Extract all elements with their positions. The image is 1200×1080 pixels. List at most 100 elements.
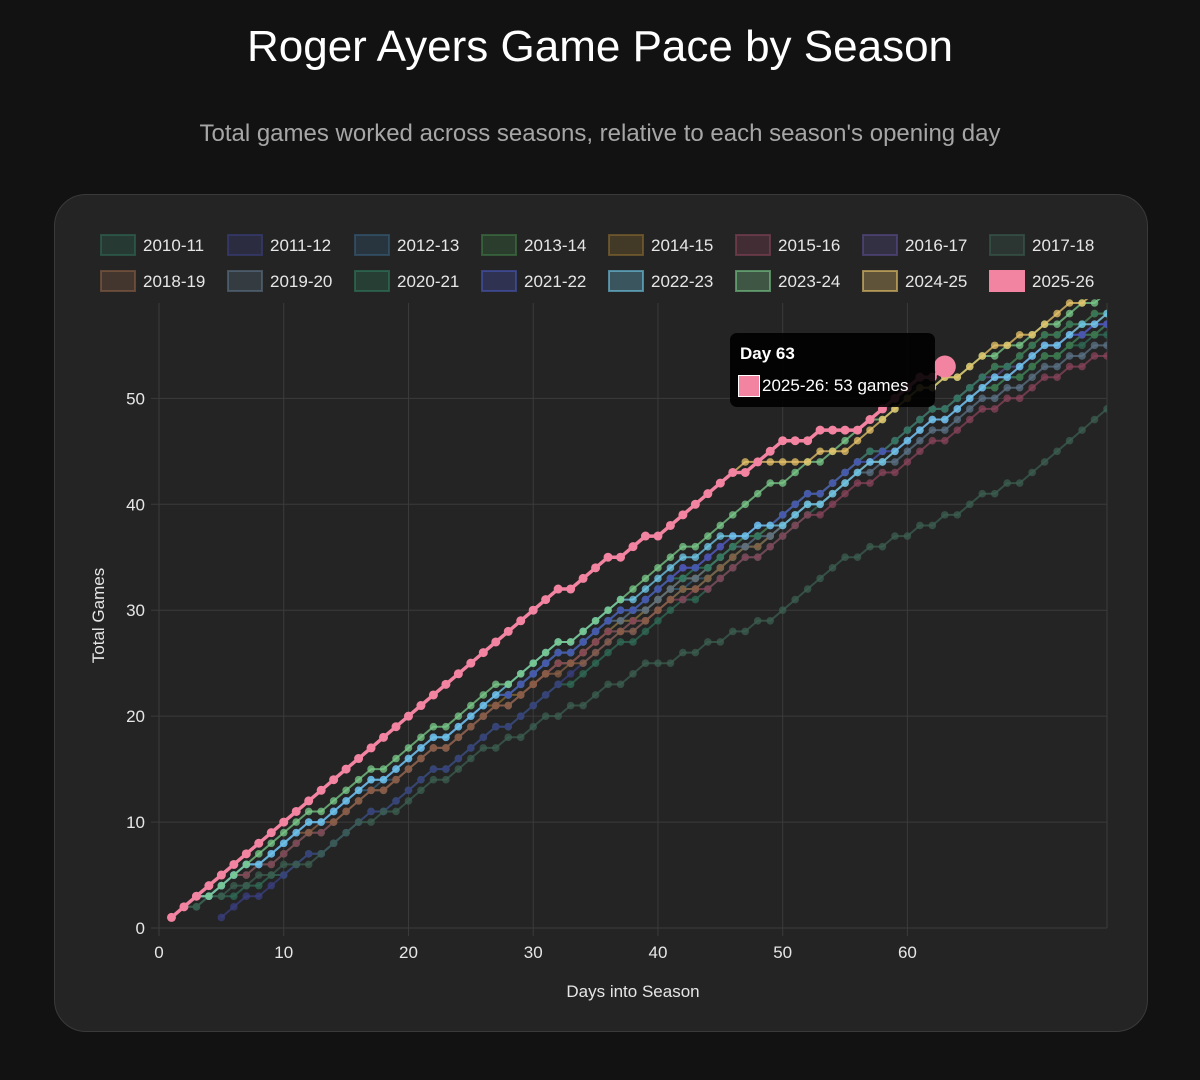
data-point[interactable] bbox=[766, 532, 775, 540]
data-point[interactable] bbox=[641, 659, 650, 667]
data-point[interactable] bbox=[467, 754, 475, 763]
data-point[interactable] bbox=[853, 553, 862, 562]
data-point[interactable] bbox=[840, 425, 850, 435]
data-point[interactable] bbox=[392, 765, 400, 773]
series-line[interactable] bbox=[170, 355, 1108, 919]
data-point[interactable] bbox=[778, 521, 787, 530]
data-point[interactable] bbox=[691, 595, 700, 604]
data-point[interactable] bbox=[1028, 383, 1036, 392]
data-point[interactable] bbox=[690, 499, 700, 509]
data-point[interactable] bbox=[715, 478, 725, 488]
data-point[interactable] bbox=[990, 489, 999, 498]
data-point[interactable] bbox=[317, 850, 325, 858]
data-point[interactable] bbox=[629, 627, 637, 636]
data-point[interactable] bbox=[778, 436, 788, 446]
highlighted-point[interactable] bbox=[933, 355, 956, 378]
data-point[interactable] bbox=[741, 553, 750, 562]
data-point[interactable] bbox=[254, 892, 263, 901]
data-point[interactable] bbox=[990, 362, 999, 371]
data-point[interactable] bbox=[654, 659, 662, 667]
data-point[interactable] bbox=[442, 765, 450, 773]
data-point[interactable] bbox=[354, 786, 363, 795]
data-point[interactable] bbox=[616, 606, 625, 615]
data-point[interactable] bbox=[230, 903, 238, 911]
data-point[interactable] bbox=[1028, 352, 1036, 360]
data-point[interactable] bbox=[1028, 468, 1036, 477]
data-point[interactable] bbox=[753, 532, 762, 540]
data-point[interactable] bbox=[641, 627, 650, 636]
data-point[interactable] bbox=[641, 606, 650, 615]
data-point[interactable] bbox=[654, 606, 662, 615]
data-point[interactable] bbox=[654, 574, 662, 583]
data-point[interactable] bbox=[666, 595, 675, 604]
data-point[interactable] bbox=[267, 871, 276, 879]
data-point[interactable] bbox=[292, 839, 301, 848]
data-point[interactable] bbox=[778, 479, 787, 487]
data-point[interactable] bbox=[928, 426, 937, 434]
data-point[interactable] bbox=[628, 542, 638, 552]
data-point[interactable] bbox=[604, 680, 612, 689]
data-point[interactable] bbox=[841, 553, 849, 562]
data-point[interactable] bbox=[1078, 352, 1086, 360]
data-point[interactable] bbox=[716, 521, 725, 530]
data-point[interactable] bbox=[529, 722, 538, 731]
data-point[interactable] bbox=[1065, 362, 1074, 371]
legend-item-2011-12[interactable]: 2011-12 bbox=[227, 234, 331, 256]
data-point[interactable] bbox=[279, 850, 288, 858]
data-point[interactable] bbox=[853, 479, 862, 487]
data-point[interactable] bbox=[266, 828, 276, 838]
data-point[interactable] bbox=[479, 712, 488, 720]
data-point[interactable] bbox=[241, 849, 251, 859]
data-point[interactable] bbox=[366, 743, 376, 753]
data-point[interactable] bbox=[878, 415, 887, 424]
data-point[interactable] bbox=[678, 510, 688, 520]
data-point[interactable] bbox=[504, 680, 513, 689]
data-point[interactable] bbox=[1040, 362, 1049, 371]
data-point[interactable] bbox=[965, 383, 974, 392]
data-point[interactable] bbox=[665, 520, 675, 530]
data-point[interactable] bbox=[1103, 405, 1111, 413]
data-point[interactable] bbox=[916, 426, 924, 434]
data-point[interactable] bbox=[766, 542, 775, 551]
data-point[interactable] bbox=[1090, 330, 1099, 339]
legend-item-2018-19[interactable]: 2018-19 bbox=[100, 270, 205, 292]
data-point[interactable] bbox=[1090, 352, 1099, 360]
data-point[interactable] bbox=[616, 627, 625, 636]
data-point[interactable] bbox=[279, 860, 288, 869]
data-point[interactable] bbox=[529, 669, 538, 678]
data-point[interactable] bbox=[329, 818, 338, 826]
data-point[interactable] bbox=[691, 564, 700, 572]
data-point[interactable] bbox=[579, 648, 587, 657]
data-point[interactable] bbox=[1103, 330, 1111, 339]
data-point[interactable] bbox=[404, 765, 413, 773]
legend-item-2010-11[interactable]: 2010-11 bbox=[100, 234, 204, 256]
legend-item-2020-21[interactable]: 2020-21 bbox=[354, 270, 459, 292]
data-point[interactable] bbox=[1078, 299, 1086, 307]
data-point[interactable] bbox=[566, 638, 575, 646]
data-point[interactable] bbox=[1053, 330, 1061, 339]
data-point[interactable] bbox=[654, 616, 662, 625]
data-point[interactable] bbox=[778, 606, 787, 615]
data-point[interactable] bbox=[304, 796, 314, 806]
data-point[interactable] bbox=[329, 839, 338, 848]
data-point[interactable] bbox=[403, 711, 413, 721]
data-point[interactable] bbox=[891, 436, 899, 445]
data-point[interactable] bbox=[828, 479, 837, 487]
data-point[interactable] bbox=[1065, 341, 1074, 350]
data-point[interactable] bbox=[454, 733, 463, 742]
data-point[interactable] bbox=[1065, 352, 1074, 360]
data-point[interactable] bbox=[1053, 320, 1061, 328]
data-point[interactable] bbox=[329, 775, 339, 785]
data-point[interactable] bbox=[329, 797, 338, 805]
data-point[interactable] bbox=[1103, 341, 1111, 350]
data-point[interactable] bbox=[679, 553, 687, 562]
data-point[interactable] bbox=[267, 860, 276, 869]
data-point[interactable] bbox=[841, 489, 849, 498]
data-point[interactable] bbox=[679, 585, 687, 593]
data-point[interactable] bbox=[566, 669, 575, 678]
data-point[interactable] bbox=[516, 669, 525, 678]
data-point[interactable] bbox=[392, 775, 400, 784]
data-point[interactable] bbox=[454, 765, 463, 773]
data-point[interactable] bbox=[404, 786, 413, 795]
data-point[interactable] bbox=[491, 701, 500, 710]
